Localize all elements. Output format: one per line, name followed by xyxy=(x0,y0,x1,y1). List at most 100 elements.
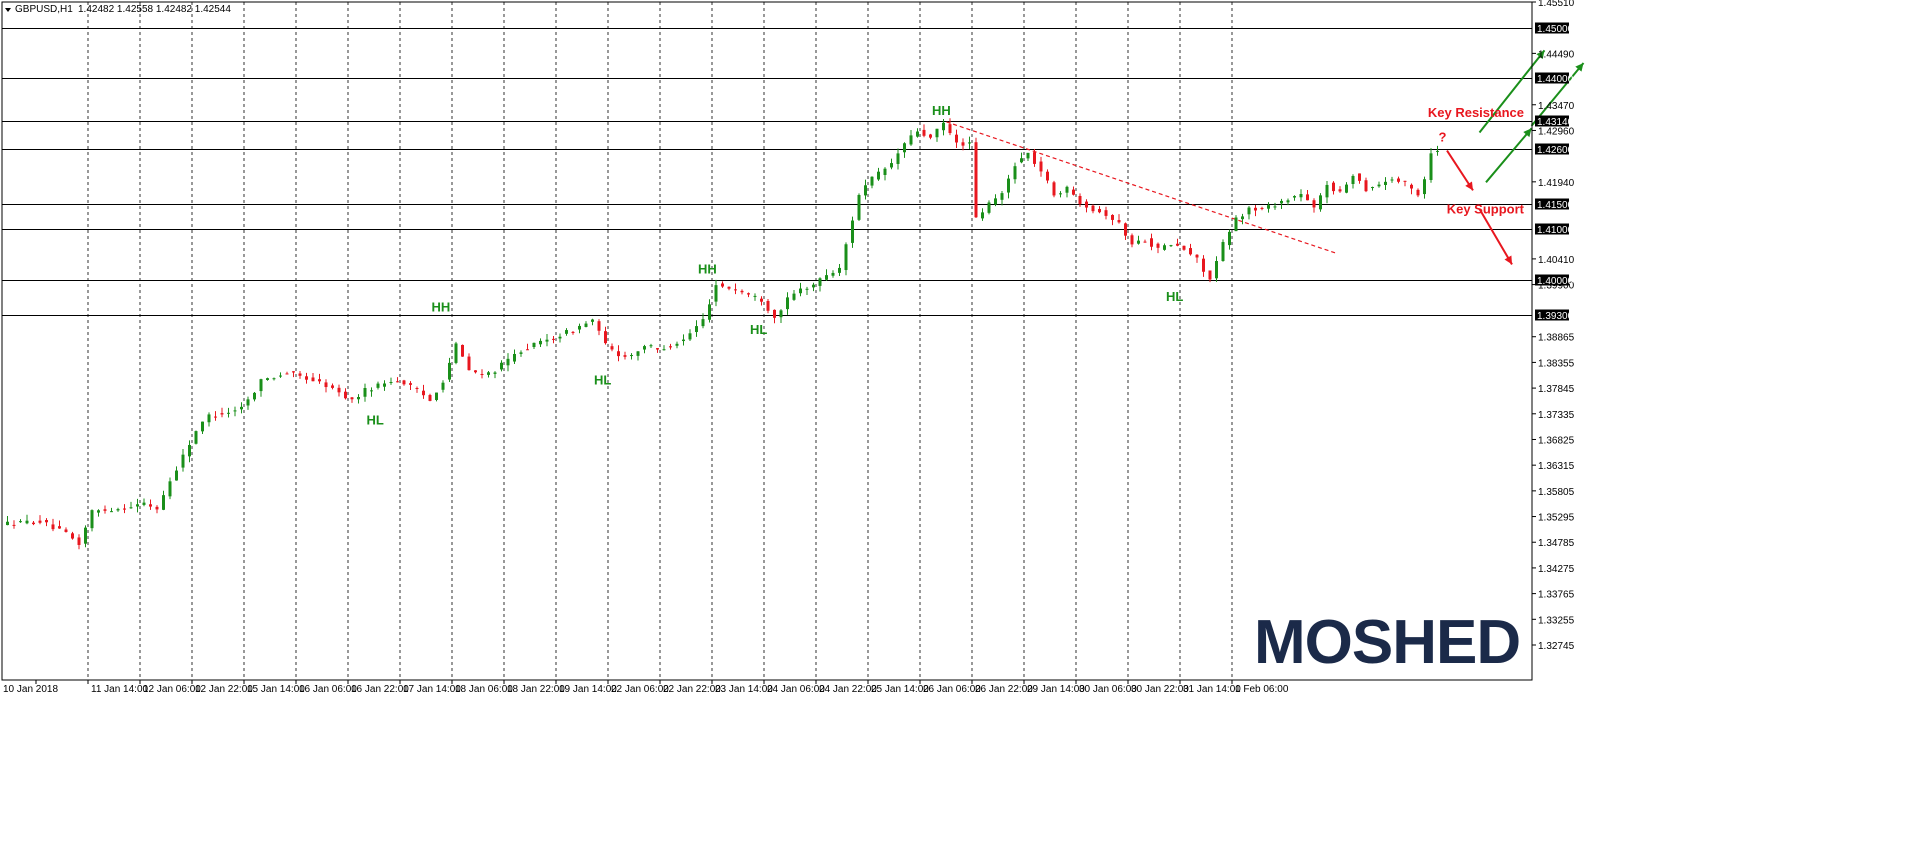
bear-candle-body xyxy=(1039,161,1043,172)
bullish-arrow-shaft xyxy=(1478,49,1546,134)
bull-candle-body xyxy=(1026,152,1030,159)
bear-candle-body xyxy=(1410,184,1413,189)
bull-candle-body xyxy=(363,387,367,397)
bull-candle-body xyxy=(857,194,861,220)
bull-candle-body xyxy=(383,383,386,387)
bull-candle-body xyxy=(838,267,841,273)
bull-candle-body xyxy=(565,330,568,334)
bear-candle-body xyxy=(350,397,354,400)
bullish-arrow-head-icon xyxy=(1523,128,1532,138)
bull-candle-body xyxy=(194,431,198,444)
bull-candle-body xyxy=(207,414,211,423)
bear-candle-body xyxy=(1338,189,1342,192)
bullish-arrow-head-icon xyxy=(1575,62,1584,72)
x-tick-label: 15 Jan 14:00 xyxy=(247,684,305,695)
y-tick-label: 1.44490 xyxy=(1538,49,1575,60)
y-tick-label: 1.36315 xyxy=(1538,461,1575,472)
level-label-box xyxy=(1535,198,1569,210)
bullish-arrow-head-icon xyxy=(1536,50,1545,60)
x-tick-label: 26 Jan 06:00 xyxy=(923,684,981,695)
bear-candle-body xyxy=(1124,223,1127,236)
bull-candle-body xyxy=(883,168,887,175)
bear-candle-body xyxy=(604,331,607,344)
brand-logo: MOSHED xyxy=(1254,608,1520,677)
bull-candle-body xyxy=(558,336,562,339)
bull-candle-body xyxy=(1436,150,1439,152)
bear-candle-body xyxy=(1208,270,1212,280)
bull-candle-body xyxy=(1319,195,1322,210)
bull-candle-body xyxy=(129,507,133,509)
bull-candle-body xyxy=(1228,231,1231,246)
x-tick-label: 23 Jan 14:00 xyxy=(715,684,773,695)
bull-candle-body xyxy=(1020,158,1023,163)
bear-candle-body xyxy=(526,349,529,351)
level-label-box xyxy=(1535,223,1569,235)
bull-candle-body xyxy=(1241,216,1244,220)
bear-candle-body xyxy=(292,371,295,373)
bear-candle-body xyxy=(305,376,308,380)
level-label: 1.44000 xyxy=(1537,74,1574,85)
bear-candle-body xyxy=(1033,152,1036,164)
bull-candle-body xyxy=(701,319,705,327)
level-label-box xyxy=(1535,115,1569,127)
y-tick-label: 1.34785 xyxy=(1538,538,1575,549)
bear-candle-body xyxy=(45,520,48,523)
y-tick-label: 1.38865 xyxy=(1538,333,1575,344)
x-tick-label: 31 Jan 14:00 xyxy=(1183,684,1241,695)
bear-candle-body xyxy=(552,338,555,340)
bull-candle-body xyxy=(175,470,178,481)
x-tick-label: 18 Jan 06:00 xyxy=(455,684,513,695)
dropdown-triangle-icon[interactable] xyxy=(5,8,11,12)
x-tick-label: 29 Jan 14:00 xyxy=(1027,684,1085,695)
swing-label: HL xyxy=(1166,289,1183,304)
x-tick-label: 30 Jan 06:00 xyxy=(1079,684,1137,695)
bull-candle-body xyxy=(1377,184,1381,187)
bull-candle-body xyxy=(799,288,802,294)
y-tick-label: 1.40410 xyxy=(1538,255,1575,266)
bull-candle-body xyxy=(1299,194,1303,198)
bull-candle-body xyxy=(97,510,100,513)
bear-candle-body xyxy=(1156,243,1160,248)
bull-candle-body xyxy=(890,163,893,168)
bull-candle-body xyxy=(532,342,536,348)
bear-candle-body xyxy=(324,382,328,388)
annotations: HH HH HH HL HL HL HL Key Resistance Key Support? xyxy=(367,103,1525,428)
bull-candle-body xyxy=(851,220,854,243)
bear-candle-body xyxy=(1111,214,1114,220)
bull-candle-body xyxy=(695,326,698,333)
bull-candle-body xyxy=(981,212,984,219)
x-tick-label: 11 Jan 14:00 xyxy=(91,684,149,695)
bear-candle-body xyxy=(571,331,575,333)
bear-candle-body xyxy=(467,356,471,371)
bull-candle-body xyxy=(812,284,815,288)
bull-candle-body xyxy=(714,285,718,302)
bear-candle-body xyxy=(773,309,776,318)
y-tick-label: 1.33255 xyxy=(1538,615,1575,626)
bull-candle-body xyxy=(1234,217,1238,232)
bull-candle-body xyxy=(909,135,913,145)
bull-candle-body xyxy=(1247,207,1251,215)
bullish-arrow-shaft xyxy=(1530,62,1585,127)
bull-candle-body xyxy=(994,198,997,205)
bull-candle-body xyxy=(246,399,250,406)
y-tick-label: 1.42960 xyxy=(1538,126,1575,137)
bull-candle-body xyxy=(916,131,919,137)
bear-candle-body xyxy=(1202,258,1205,272)
bull-candle-body xyxy=(1345,184,1348,193)
bear-candle-body xyxy=(51,524,55,530)
bear-candle-body xyxy=(298,373,302,376)
bear-candle-body xyxy=(1306,194,1309,201)
bear-candle-body xyxy=(331,385,334,388)
bear-candle-body xyxy=(103,509,107,511)
bull-candle-body xyxy=(818,278,822,286)
bear-candle-body xyxy=(1403,180,1407,182)
bull-candle-body xyxy=(1325,184,1329,198)
bear-candle-body xyxy=(955,134,958,143)
bear-candle-body xyxy=(461,344,464,357)
bear-candle-body xyxy=(1195,254,1199,258)
level-label: 1.41000 xyxy=(1537,225,1574,236)
bear-candle-body xyxy=(12,524,16,526)
bull-candle-body xyxy=(168,481,172,497)
